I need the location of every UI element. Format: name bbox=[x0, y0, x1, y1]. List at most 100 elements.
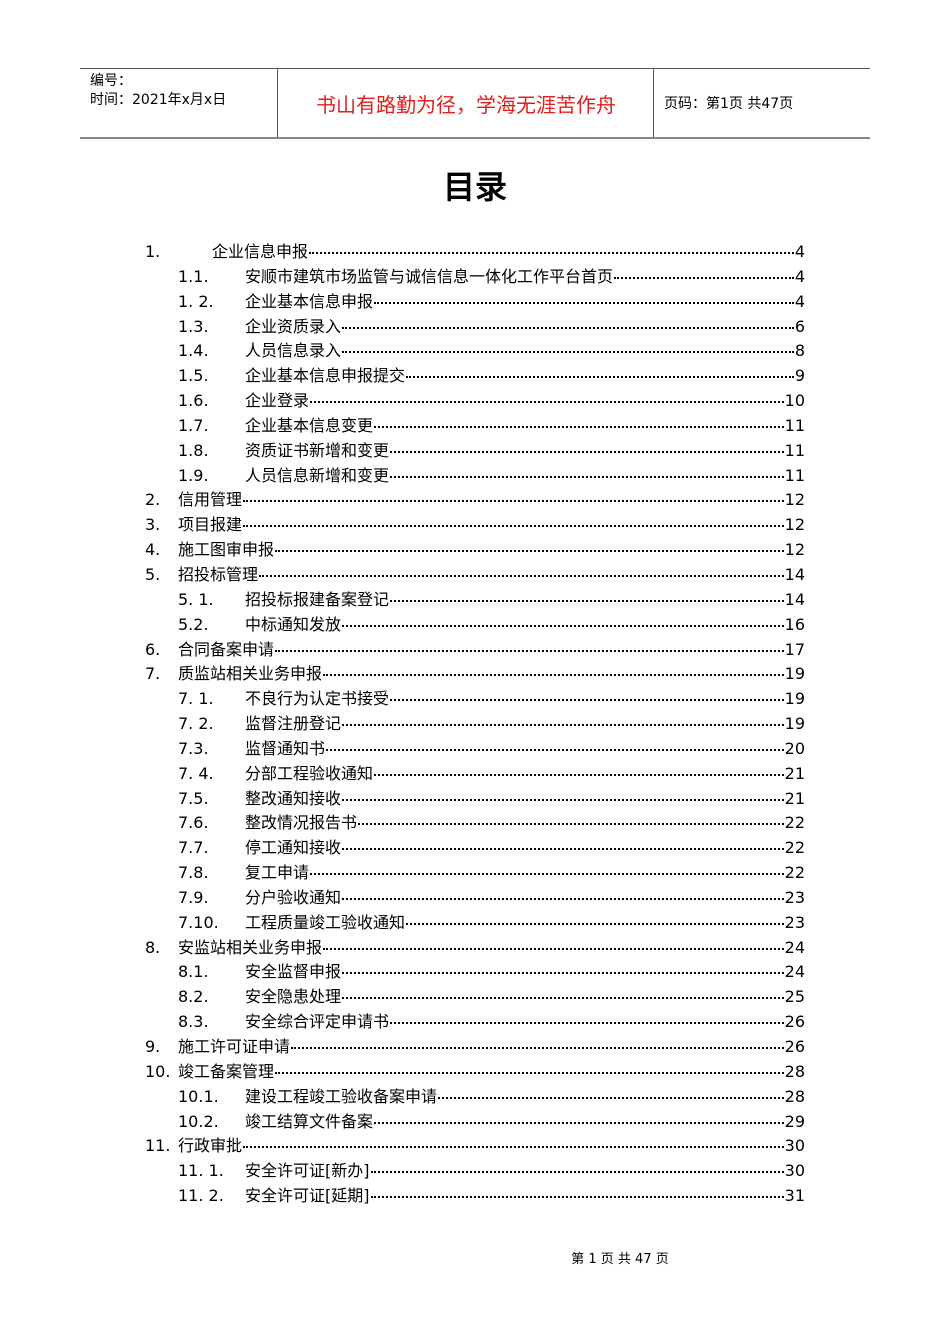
toc-title[interactable]: 竣工结算文件备案 bbox=[245, 1111, 374, 1131]
toc-entry[interactable]: 7. 4. 分部工程验收通知 21 bbox=[145, 762, 805, 787]
toc-entry[interactable]: 1.7. 企业基本信息变更 11 bbox=[145, 414, 805, 439]
toc-entry[interactable]: 7.10. 工程质量竣工验收通知 23 bbox=[145, 911, 805, 936]
toc-entry[interactable]: 10.1. 建设工程竣工验收备案申请 28 bbox=[145, 1085, 805, 1110]
toc-number: 1.3. bbox=[178, 316, 209, 336]
toc-entry[interactable]: 7. 1. 不良行为认定书接受 19 bbox=[145, 687, 805, 712]
toc-entry[interactable]: 2. 信用管理 12 bbox=[145, 488, 805, 513]
toc-entry[interactable]: 7.6. 整改情况报告书 22 bbox=[145, 811, 805, 836]
toc-title[interactable]: 招投标管理 bbox=[178, 564, 259, 584]
toc-entry[interactable]: 8. 安监站相关业务申报 24 bbox=[145, 936, 805, 961]
toc-title[interactable]: 企业信息申报 bbox=[212, 242, 309, 261]
toc-entry[interactable]: 5. 招投标管理 14 bbox=[145, 563, 805, 588]
toc-title[interactable]: 安全隐患处理 bbox=[245, 987, 342, 1007]
toc-page: 26 bbox=[784, 1037, 805, 1056]
toc-entry[interactable]: 11. 2. 安全许可证[延期] 31 bbox=[145, 1184, 805, 1209]
toc-number: 7.10. bbox=[178, 912, 219, 932]
toc-title[interactable]: 施工图审申报 bbox=[178, 540, 275, 560]
toc-entry[interactable]: 4. 施工图审申报 12 bbox=[145, 538, 805, 563]
toc-entry[interactable]: 8.2. 安全隐患处理 25 bbox=[145, 985, 805, 1010]
toc-title[interactable]: 中标通知发放 bbox=[245, 614, 342, 634]
toc-entry[interactable]: 1.9. 人员信息新增和变更 11 bbox=[145, 464, 805, 489]
toc-entry[interactable]: 1.1. 安顺市建筑市场监管与诚信信息一体化工作平台首页 4 bbox=[145, 265, 805, 290]
toc-entry[interactable]: 8.3. 安全综合评定申请书 26 bbox=[145, 1010, 805, 1035]
toc-title[interactable]: 企业基本信息申报提交 bbox=[245, 366, 406, 386]
toc-title[interactable]: 企业基本信息变更 bbox=[245, 415, 374, 435]
toc-title[interactable]: 建设工程竣工验收备案申请 bbox=[245, 1086, 438, 1106]
toc-title[interactable]: 停工通知接收 bbox=[245, 838, 342, 858]
toc-entry[interactable]: 11. 1. 安全许可证[新办] 30 bbox=[145, 1159, 805, 1184]
toc-entry[interactable]: 1. 2. 企业基本信息申报 4 bbox=[145, 290, 805, 315]
toc-entry[interactable]: 6. 合同备案申请 17 bbox=[145, 638, 805, 663]
toc-entry[interactable]: 7.9. 分户验收通知 23 bbox=[145, 886, 805, 911]
toc-title[interactable]: 项目报建 bbox=[178, 515, 243, 535]
toc-number: 1.5. bbox=[178, 366, 209, 386]
toc-number: 7. 4. bbox=[178, 763, 214, 783]
toc-entry[interactable]: 7.3. 监督通知书 20 bbox=[145, 737, 805, 762]
toc-title[interactable]: 竣工备案管理 bbox=[178, 1061, 275, 1081]
toc-title[interactable]: 整改通知接收 bbox=[245, 788, 342, 808]
toc-entry[interactable]: 8.1. 安全监督申报 24 bbox=[145, 960, 805, 985]
toc-entry[interactable]: 10.2. 竣工结算文件备案 29 bbox=[145, 1110, 805, 1135]
toc-title[interactable]: 安顺市建筑市场监管与诚信信息一体化工作平台首页 bbox=[245, 266, 614, 286]
toc-entry[interactable]: 1. 企业信息申报 4 bbox=[145, 240, 805, 265]
table-of-contents: 1. 企业信息申报 4 1.1. 安顺市建筑市场监管与诚信信息一体化工作平台首页 4 1… bbox=[145, 240, 805, 1209]
toc-title[interactable]: 分户验收通知 bbox=[245, 887, 342, 907]
dot-leader bbox=[406, 364, 794, 379]
toc-page: 12 bbox=[784, 490, 805, 510]
toc-title[interactable]: 企业资质录入 bbox=[245, 316, 342, 336]
toc-title[interactable]: 整改情况报告书 bbox=[245, 813, 358, 833]
toc-title[interactable]: 复工申请 bbox=[245, 863, 310, 883]
toc-title[interactable]: 质监站相关业务申报 bbox=[178, 664, 323, 684]
toc-entry[interactable]: 7. 质监站相关业务申报 19 bbox=[145, 662, 805, 687]
toc-entry[interactable]: 5.2. 中标通知发放 16 bbox=[145, 613, 805, 638]
toc-title[interactable]: 信用管理 bbox=[178, 490, 243, 510]
toc-entry[interactable]: 1.8. 资质证书新增和变更 11 bbox=[145, 439, 805, 464]
toc-title[interactable]: 监督通知书 bbox=[245, 738, 326, 758]
toc-entry[interactable]: 1.6. 企业登录 10 bbox=[145, 389, 805, 414]
toc-number: 11. 2. bbox=[178, 1186, 224, 1206]
toc-title[interactable]: 企业登录 bbox=[245, 391, 310, 411]
dot-leader bbox=[342, 960, 784, 975]
toc-number: 7. 1. bbox=[178, 689, 214, 709]
dot-leader bbox=[323, 662, 784, 677]
toc-entry[interactable]: 1.4. 人员信息录入 8 bbox=[145, 339, 805, 364]
toc-title[interactable]: 合同备案申请 bbox=[178, 639, 275, 659]
toc-entry[interactable]: 11. 行政审批 30 bbox=[145, 1134, 805, 1159]
toc-entry[interactable]: 10. 竣工备案管理 28 bbox=[145, 1060, 805, 1085]
toc-number: 8.2. bbox=[178, 987, 209, 1007]
dot-leader bbox=[358, 811, 784, 826]
toc-page: 22 bbox=[784, 863, 805, 883]
toc-title[interactable]: 安全综合评定申请书 bbox=[245, 1012, 390, 1032]
toc-title[interactable]: 安监站相关业务申报 bbox=[178, 937, 323, 957]
toc-number: 1.8. bbox=[178, 440, 209, 460]
toc-entry[interactable]: 3. 项目报建 12 bbox=[145, 513, 805, 538]
toc-title[interactable]: 施工许可证申请 bbox=[178, 1037, 291, 1056]
toc-page: 20 bbox=[784, 738, 805, 758]
toc-title[interactable]: 监督注册登记 bbox=[245, 714, 342, 734]
toc-page: 11 bbox=[784, 465, 805, 485]
toc-entry[interactable]: 5. 1. 招投标报建备案登记 14 bbox=[145, 588, 805, 613]
toc-title[interactable]: 安全监督申报 bbox=[245, 962, 342, 982]
toc-entry[interactable]: 7.8. 复工申请 22 bbox=[145, 861, 805, 886]
toc-page: 21 bbox=[784, 788, 805, 808]
toc-title[interactable]: 安全许可证[延期] bbox=[245, 1186, 370, 1206]
toc-title[interactable]: 工程质量竣工验收通知 bbox=[245, 912, 406, 932]
toc-entry[interactable]: 7.7. 停工通知接收 22 bbox=[145, 836, 805, 861]
toc-entry[interactable]: 1.3. 企业资质录入 6 bbox=[145, 315, 805, 340]
toc-page: 22 bbox=[784, 838, 805, 858]
toc-entry[interactable]: 7. 2. 监督注册登记 19 bbox=[145, 712, 805, 737]
toc-entry[interactable]: 9. 施工许可证申请 26 bbox=[145, 1035, 805, 1060]
toc-title[interactable]: 企业基本信息申报 bbox=[245, 291, 374, 311]
toc-title[interactable]: 分部工程验收通知 bbox=[245, 763, 374, 783]
toc-title[interactable]: 人员信息录入 bbox=[245, 341, 342, 361]
toc-title[interactable]: 行政审批 bbox=[178, 1136, 243, 1156]
toc-entry[interactable]: 7.5. 整改通知接收 21 bbox=[145, 787, 805, 812]
toc-title[interactable]: 不良行为认定书接受 bbox=[245, 689, 390, 709]
toc-number: 4. bbox=[145, 540, 161, 560]
toc-page: 8 bbox=[794, 341, 805, 361]
toc-entry[interactable]: 1.5. 企业基本信息申报提交 9 bbox=[145, 364, 805, 389]
toc-title[interactable]: 资质证书新增和变更 bbox=[245, 440, 390, 460]
toc-title[interactable]: 人员信息新增和变更 bbox=[245, 465, 390, 485]
toc-title[interactable]: 安全许可证[新办] bbox=[245, 1161, 370, 1181]
toc-title[interactable]: 招投标报建备案登记 bbox=[245, 589, 390, 609]
